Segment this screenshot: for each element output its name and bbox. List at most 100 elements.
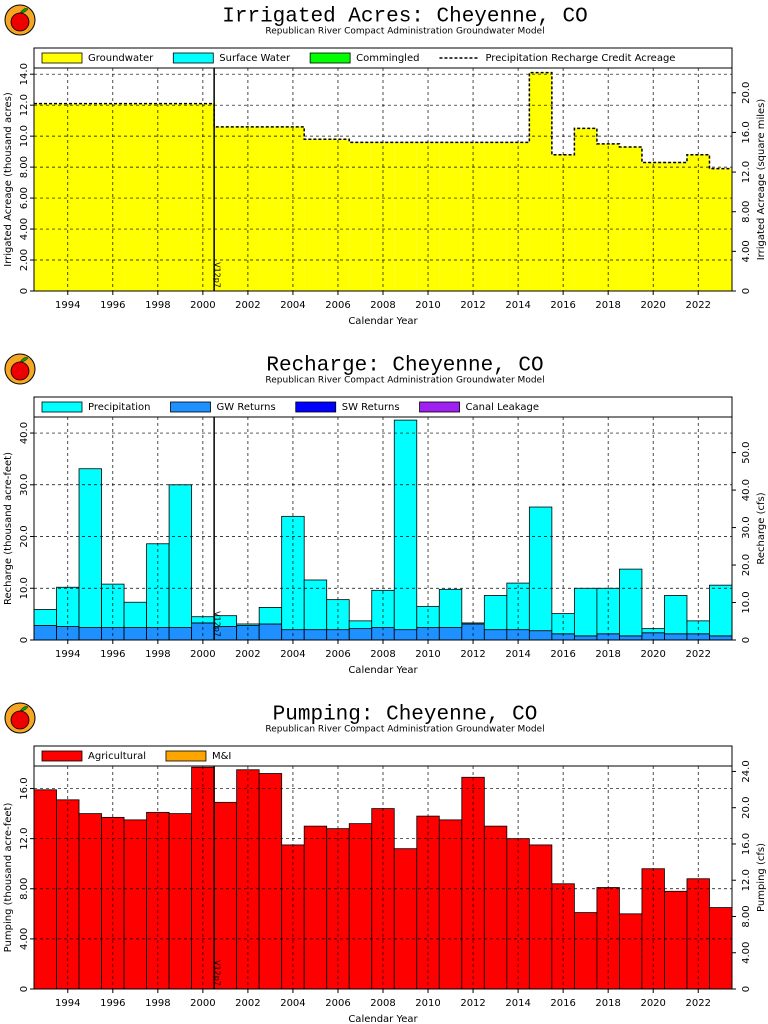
legend-label: Surface Water [219, 53, 291, 64]
bar [258, 623, 283, 641]
x-tick-label: 2010 [415, 998, 440, 1009]
y-tick-label: 8.00 [19, 878, 30, 900]
y-tick-label: 30.0 [19, 474, 30, 496]
legend-box [33, 745, 733, 767]
bar [259, 126, 282, 291]
y-tick-label: 4.00 [19, 218, 30, 240]
y2-tick-label: 50.0 [741, 441, 752, 463]
bar [191, 103, 215, 291]
bar [573, 635, 598, 641]
bar [529, 72, 552, 291]
bar [191, 622, 215, 641]
legend-swatch [172, 52, 214, 64]
y2-axis-label: Recharge (cfs) [756, 492, 767, 564]
x-tick-label: 2004 [280, 998, 305, 1009]
legend-label: SW Returns [342, 402, 400, 413]
logo-leaf [19, 706, 29, 712]
y2-tick-label: 20.0 [741, 797, 752, 819]
bar [214, 126, 237, 291]
y2-tick-label: 8.00 [741, 905, 752, 927]
bar [348, 628, 373, 641]
bar [348, 823, 373, 990]
bar [484, 142, 507, 291]
x-tick-label: 2018 [595, 649, 620, 660]
annotation-label: V12p7 [213, 262, 222, 288]
legend-swatch [419, 401, 460, 413]
x-tick-label: 2020 [640, 649, 665, 660]
y-axis-label: Irrigated Acreage (thousand acres) [3, 92, 14, 267]
x-tick-label: 1996 [100, 998, 125, 1009]
logo-apple [10, 361, 30, 381]
y-tick-label: 4.00 [19, 928, 30, 950]
legend-swatch [165, 750, 207, 762]
y2-tick-label: 16.0 [741, 833, 752, 855]
bar [146, 103, 170, 291]
x-tick-label: 2014 [505, 300, 530, 311]
bar [483, 825, 508, 990]
bar [528, 844, 553, 990]
y2-tick-label: 12.0 [741, 869, 752, 891]
bar [371, 142, 395, 291]
annotation-label: V12p7 [213, 611, 222, 637]
chart-title: Recharge: Cheyenne, CO [266, 355, 543, 378]
bar [686, 154, 710, 291]
y-tick-label: 20.0 [19, 525, 30, 547]
bar [551, 154, 575, 291]
x-tick-label: 2000 [190, 998, 215, 1009]
bar [393, 419, 418, 631]
bar [394, 142, 417, 291]
y-axis-label: Recharge (thousand acre-feet) [3, 452, 14, 605]
step-line [34, 71, 732, 170]
bar [438, 588, 463, 628]
x-tick-label: 2006 [325, 649, 350, 660]
logo-apple [10, 710, 30, 730]
y2-tick-label: 16.0 [741, 121, 752, 143]
bar [438, 819, 463, 990]
bar [416, 815, 440, 990]
y-tick-label: 2.00 [19, 249, 30, 271]
x-axis-label: Calendar Year [348, 1014, 418, 1024]
bar [124, 103, 147, 291]
bar [303, 825, 328, 990]
bar [461, 142, 485, 291]
bar [461, 623, 485, 641]
x-tick-label: 2008 [370, 649, 395, 660]
bar [573, 912, 598, 990]
logo-leaf [19, 8, 29, 14]
y2-tick-label: 0 [741, 637, 752, 643]
bar [123, 627, 147, 641]
legend-swatch [295, 401, 337, 413]
x-axis-label: Calendar Year [348, 665, 418, 676]
bar [326, 139, 350, 291]
bar [393, 629, 418, 641]
legend-label: GW Returns [217, 402, 276, 413]
x-tick-label: 2010 [415, 300, 440, 311]
y-tick-label: 0 [19, 288, 30, 294]
legend-label: Canal Leakage [466, 402, 539, 413]
bar [191, 766, 215, 990]
y-tick-label: 6.00 [19, 187, 30, 209]
bar [78, 627, 102, 641]
bar [439, 142, 462, 291]
bar [709, 584, 733, 637]
legend-swatch [41, 750, 83, 762]
x-tick-label: 1996 [100, 300, 125, 311]
x-tick-label: 2016 [550, 649, 575, 660]
y-axis-label: Pumping (thousand acre-feet) [3, 803, 14, 953]
y-tick-label: 0 [19, 637, 30, 643]
bar [56, 103, 80, 291]
bar [101, 816, 125, 990]
bar [709, 168, 732, 291]
y-tick-label: 10.0 [19, 577, 30, 599]
legend-label: Precipitation Recharge Credit Acreage [485, 53, 675, 64]
bar [101, 103, 125, 291]
bar [393, 848, 418, 990]
bar [169, 103, 192, 291]
y-tick-label: 12.0 [19, 828, 30, 850]
bar [528, 506, 553, 632]
bar [303, 579, 328, 631]
x-tick-label: 2004 [280, 649, 305, 660]
legend-label: Agricultural [88, 751, 146, 762]
x-tick-label: 2000 [190, 300, 215, 311]
x-tick-label: 2018 [595, 998, 620, 1009]
